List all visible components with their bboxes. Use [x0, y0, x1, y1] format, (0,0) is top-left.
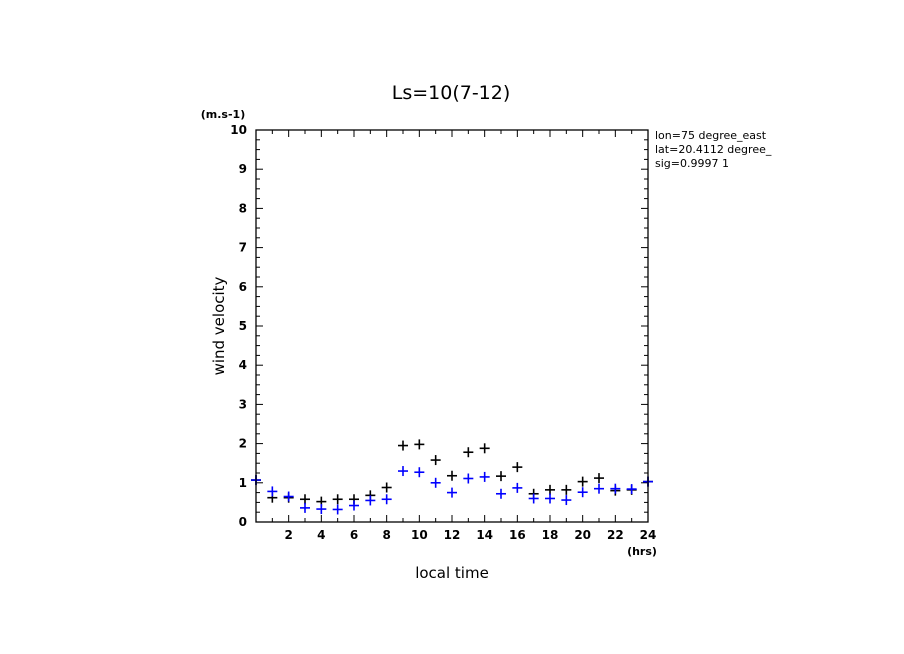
axis-ticks — [255, 129, 649, 523]
data-point — [463, 473, 474, 484]
data-point — [512, 462, 523, 473]
data-point — [577, 487, 588, 498]
x-unit-label: (hrs) — [627, 545, 657, 558]
data-point — [447, 470, 457, 481]
y-tick-label: 6 — [239, 280, 247, 294]
data-point — [496, 488, 506, 499]
y-tick-label: 2 — [239, 437, 247, 451]
x-tick-label: 22 — [607, 528, 624, 542]
data-point — [398, 440, 408, 451]
x-tick-label: 4 — [317, 528, 325, 542]
info-line-sig: sig=0.9997 1 — [655, 157, 729, 170]
data-point — [610, 483, 621, 494]
y-unit-label: (m.s-1) — [201, 108, 245, 121]
data-point — [381, 494, 392, 505]
plot-frame — [255, 129, 649, 523]
data-point — [430, 455, 441, 466]
x-tick-label: 8 — [382, 528, 390, 542]
y-tick-label: 8 — [239, 201, 247, 215]
y-tick-label: 3 — [239, 397, 247, 411]
data-point — [414, 467, 425, 478]
y-tick-label: 9 — [239, 162, 247, 176]
data-point — [332, 494, 343, 505]
data-point — [577, 476, 588, 487]
data-point — [316, 504, 327, 515]
y-tick-labels: 0 1 2 3 4 5 6 7 8 9 10 — [230, 123, 247, 529]
x-tick-label: 2 — [284, 528, 292, 542]
y-tick-label: 10 — [230, 123, 247, 137]
info-line-lat: lat=20.4112 degree_ — [655, 143, 772, 156]
x-tick-label: 18 — [542, 528, 559, 542]
x-tick-label: 24 — [640, 528, 657, 542]
data-point — [300, 502, 310, 513]
data-point — [479, 443, 490, 454]
y-axis-title: wind velocity — [210, 276, 228, 375]
data-point — [349, 500, 359, 511]
x-tick-label: 16 — [509, 528, 526, 542]
data-point — [512, 482, 523, 493]
data-point — [463, 447, 474, 458]
data-point — [496, 471, 506, 482]
chart-title: Ls=10(7-12) — [392, 82, 511, 104]
data-point — [594, 473, 604, 484]
data-point — [300, 494, 310, 505]
x-tick-labels: 2 4 6 8 10 12 14 16 18 20 22 24 — [284, 528, 656, 542]
data-point — [283, 491, 294, 502]
data-point — [332, 504, 343, 515]
data-points — [251, 439, 653, 515]
y-tick-label: 1 — [239, 476, 247, 490]
y-tick-label: 5 — [239, 319, 247, 333]
info-line-lon: lon=75 degree_east — [655, 129, 767, 142]
data-point — [430, 477, 441, 488]
x-tick-label: 20 — [574, 528, 591, 542]
data-point — [447, 487, 457, 498]
x-axis-title: local time — [415, 564, 489, 582]
data-point — [528, 493, 539, 504]
y-tick-label: 0 — [239, 515, 247, 529]
x-tick-label: 12 — [444, 528, 461, 542]
data-point — [561, 495, 572, 506]
data-point — [545, 493, 555, 504]
y-tick-label: 7 — [239, 241, 247, 255]
data-point — [365, 495, 376, 506]
x-tick-label: 14 — [476, 528, 493, 542]
data-point — [594, 483, 604, 494]
data-point — [561, 484, 572, 495]
y-tick-label: 4 — [239, 358, 247, 372]
data-point — [267, 486, 278, 497]
data-point — [626, 484, 637, 495]
x-tick-label: 10 — [411, 528, 428, 542]
data-point — [381, 482, 392, 493]
data-point — [545, 484, 555, 495]
data-point — [398, 466, 408, 477]
x-tick-label: 6 — [350, 528, 358, 542]
data-point — [414, 439, 425, 450]
data-point — [479, 471, 490, 482]
